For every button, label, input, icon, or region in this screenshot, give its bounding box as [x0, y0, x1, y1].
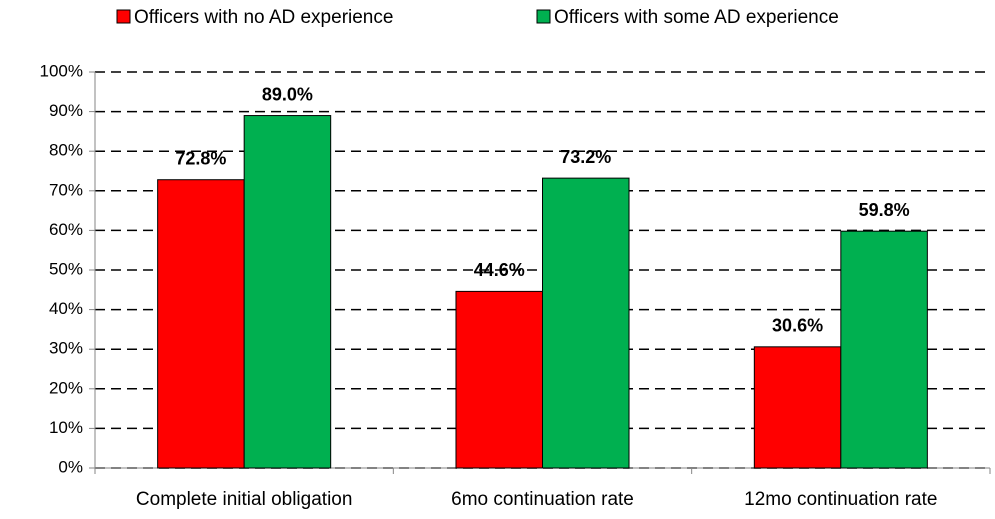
legend-label: Officers with no AD experience: [134, 7, 393, 28]
bar: [243, 115, 332, 469]
y-tick-label: 60%: [49, 220, 83, 239]
y-tick-label: 20%: [49, 378, 83, 397]
data-label: 44.6%: [474, 260, 525, 280]
y-tick-label: 100%: [40, 61, 83, 80]
legend-swatch: [536, 9, 551, 24]
bar: [455, 290, 544, 469]
data-label: 89.0%: [262, 84, 313, 104]
bar: [542, 177, 630, 469]
y-tick-label: 40%: [49, 299, 83, 318]
y-tick-label: 10%: [49, 418, 83, 437]
x-tick-label: 12mo continuation rate: [744, 489, 937, 510]
legend-label: Officers with some AD experience: [554, 7, 839, 28]
y-tick-label: 0%: [58, 457, 83, 476]
x-tick-label: 6mo continuation rate: [451, 489, 634, 510]
bar: [753, 346, 842, 469]
y-tick-label: 90%: [49, 101, 83, 120]
y-tick-label: 70%: [49, 180, 83, 199]
data-label: 72.8%: [175, 148, 226, 168]
y-tick-label: 30%: [49, 339, 83, 358]
data-label: 59.8%: [859, 200, 910, 220]
data-label: 30.6%: [772, 316, 823, 336]
bar: [157, 179, 245, 469]
y-tick-label: 80%: [49, 141, 83, 160]
legend-swatch: [116, 9, 131, 24]
x-tick-label: Complete initial obligation: [136, 489, 353, 510]
data-label: 73.2%: [560, 147, 611, 167]
y-tick-label: 50%: [49, 259, 83, 278]
bar: [840, 230, 928, 469]
